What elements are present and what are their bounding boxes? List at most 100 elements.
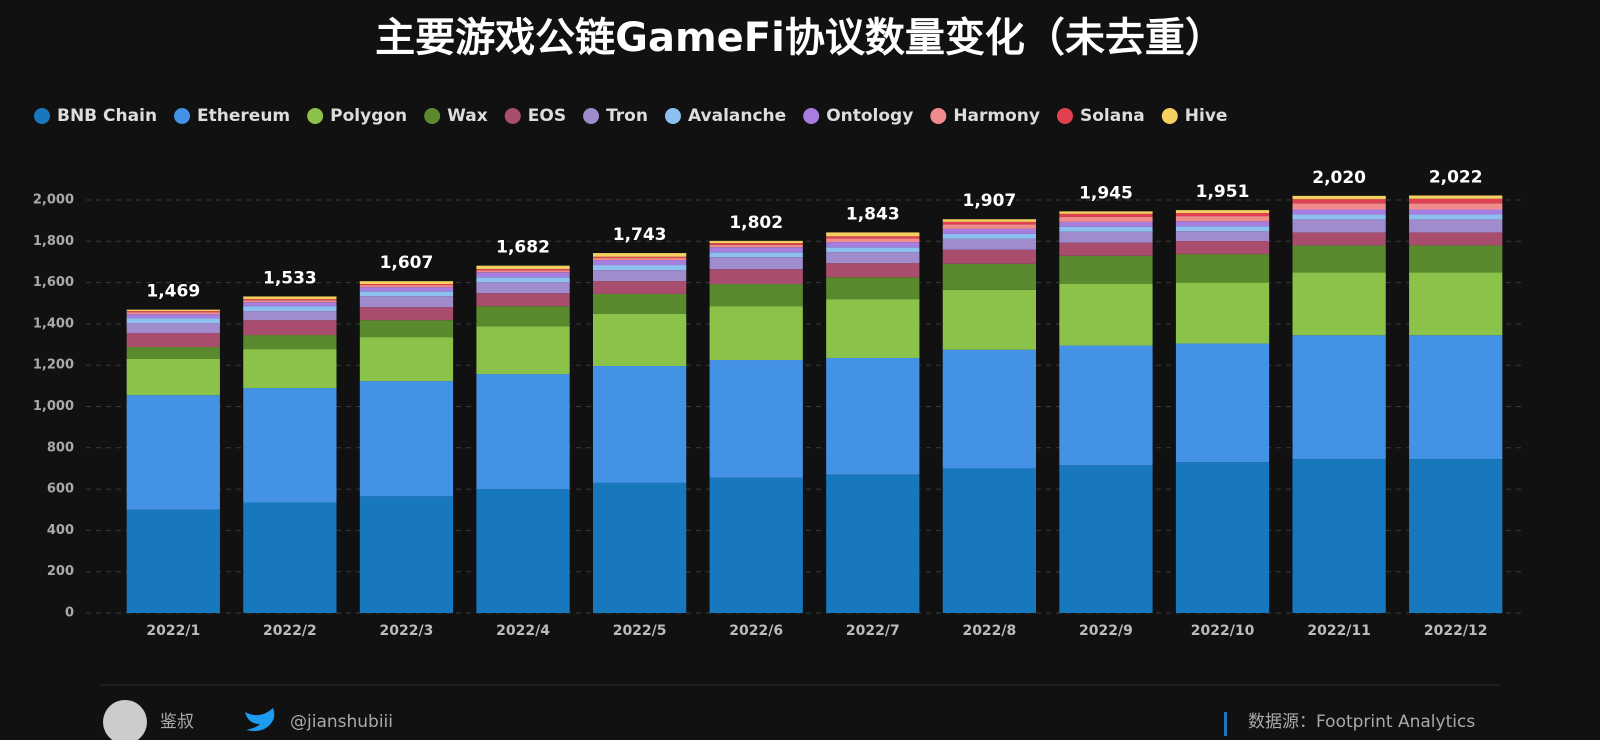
bar-segment — [243, 349, 337, 389]
bar-segment — [1409, 245, 1503, 273]
bar-segment — [942, 249, 1037, 264]
bar-segment — [1059, 283, 1153, 346]
legend-label: Solana — [1080, 106, 1145, 126]
bar-segment — [826, 247, 920, 253]
legend-swatch — [34, 108, 50, 124]
bar-segment — [476, 326, 570, 375]
y-tick-label: 800 — [47, 440, 74, 455]
bar-segment — [1059, 231, 1153, 243]
bar-segment — [709, 477, 803, 613]
bar-segment — [126, 347, 220, 360]
bar-segment — [709, 269, 803, 285]
x-tick-label: 2022/2 — [263, 623, 317, 639]
x-tick-label: 2022/6 — [729, 623, 783, 639]
bar-segment — [942, 228, 1037, 234]
legend-swatch — [504, 108, 521, 124]
bar-segment — [942, 289, 1037, 350]
bar-segment — [1292, 219, 1386, 233]
data-source: 数据源：Footprint Analytics — [1248, 712, 1475, 732]
bar-segment — [243, 299, 337, 301]
bar-segment — [126, 314, 220, 319]
total-label: 1,533 — [263, 268, 317, 288]
y-tick-label: 0 — [65, 606, 74, 621]
bar-segment — [126, 309, 220, 312]
bar-segment — [1409, 219, 1503, 233]
bar-segment — [592, 253, 687, 257]
x-tick-label: 2022/3 — [380, 623, 434, 639]
bar-segment — [1409, 232, 1503, 246]
legend-swatch — [307, 108, 324, 124]
author: 鉴叔 — [160, 712, 194, 732]
bar-segment — [1175, 231, 1270, 242]
bar-segment — [359, 296, 454, 308]
bar-segment — [1175, 210, 1270, 214]
bar-segment — [709, 306, 803, 361]
bar-segment — [476, 277, 570, 283]
bar-segment — [1175, 213, 1270, 217]
bar-segment — [1059, 242, 1153, 256]
bar-segment — [1059, 226, 1153, 232]
bar-segment — [1292, 214, 1386, 220]
bar-segment — [1175, 343, 1270, 463]
legend-swatch — [803, 108, 820, 124]
total-label: 1,743 — [613, 225, 667, 245]
x-tick-label: 2022/5 — [613, 623, 667, 639]
x-tick-label: 2022/10 — [1191, 623, 1255, 639]
bar-segment — [826, 242, 920, 248]
bar-segment — [942, 263, 1037, 290]
bar-segment — [942, 238, 1037, 250]
bar-segment — [826, 238, 920, 243]
bar-segment — [359, 496, 454, 613]
bar-segment — [126, 509, 220, 613]
source-marker — [1224, 712, 1227, 736]
bar-segment — [476, 374, 570, 490]
x-tick-label: 2022/11 — [1307, 623, 1371, 639]
bar-segment — [709, 257, 803, 270]
bar-segment — [709, 244, 803, 248]
bar-segment — [1409, 214, 1503, 220]
bar-segment — [1409, 272, 1503, 336]
bar-segment — [592, 281, 687, 294]
bar-segment — [709, 240, 803, 244]
y-tick-label: 1,000 — [33, 399, 74, 414]
chart-title: 主要游戏公链GameFi协议数量变化（未去重） — [375, 15, 1225, 61]
bar-segment — [826, 474, 920, 613]
bar-segment — [243, 320, 337, 336]
x-tick-label: 2022/4 — [496, 623, 550, 639]
bar-segment — [1409, 335, 1503, 460]
bar-segment — [826, 252, 920, 264]
bar-segment — [592, 258, 687, 261]
bar-segment — [1409, 209, 1503, 215]
bar-segment — [1292, 232, 1386, 246]
y-tick-label: 1,800 — [33, 234, 74, 249]
bar-segment — [709, 243, 803, 245]
bar-segment — [1059, 465, 1153, 613]
y-tick-label: 600 — [47, 482, 74, 497]
bar-segment — [709, 360, 803, 478]
legend-swatch — [1056, 108, 1073, 124]
bar-segment — [1059, 211, 1153, 214]
legend-label: BNB Chain — [57, 106, 157, 126]
y-tick-label: 400 — [47, 523, 74, 538]
bar-segment — [476, 270, 570, 273]
y-tick-label: 1,600 — [33, 275, 74, 290]
bar-segment — [476, 265, 570, 269]
total-label: 2,022 — [1429, 167, 1483, 187]
avatar — [103, 700, 147, 740]
bar-segment — [243, 302, 337, 307]
x-tick-label: 2022/1 — [146, 623, 200, 639]
legend-label: Avalanche — [688, 106, 786, 126]
bar-segment — [476, 489, 570, 613]
bar-segment — [476, 282, 570, 294]
bar-segment — [1175, 462, 1270, 613]
bar-segment — [1292, 272, 1386, 336]
bar-segment — [942, 221, 1037, 225]
bar-segment — [942, 468, 1037, 613]
bar-segment — [359, 285, 454, 288]
bar-segment — [476, 306, 570, 327]
bar-segment — [1175, 216, 1270, 222]
legend-label: Hive — [1185, 106, 1228, 126]
x-tick-label: 2022/12 — [1424, 623, 1488, 639]
bar-segment — [1292, 245, 1386, 273]
total-label: 1,843 — [846, 204, 900, 224]
